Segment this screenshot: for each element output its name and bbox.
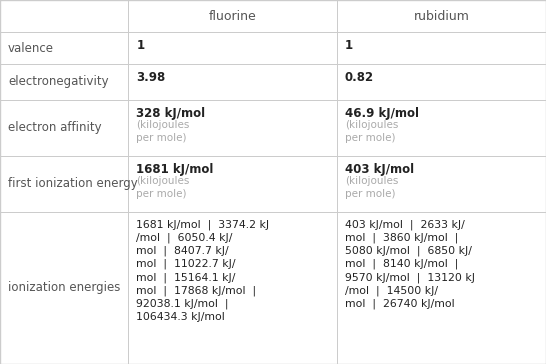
Text: valence: valence	[8, 41, 54, 55]
Text: rubidium: rubidium	[413, 9, 470, 23]
Bar	[0, 156, 128, 212]
Text: 403 kJ/mol: 403 kJ/mol	[345, 163, 414, 176]
Bar	[0, 212, 128, 364]
Bar	[128, 100, 337, 156]
Bar	[337, 100, 546, 156]
Bar	[128, 156, 337, 212]
Bar	[337, 0, 546, 32]
Text: fluorine: fluorine	[209, 9, 257, 23]
Bar	[0, 0, 128, 32]
Bar	[0, 32, 128, 64]
Text: 0.82: 0.82	[345, 71, 374, 84]
Text: 328 kJ/mol: 328 kJ/mol	[136, 107, 205, 120]
Bar	[0, 100, 128, 156]
Text: 1: 1	[345, 39, 353, 52]
Text: 1: 1	[136, 39, 145, 52]
Bar	[337, 32, 546, 64]
Text: (kilojoules
per mole): (kilojoules per mole)	[345, 120, 398, 143]
Bar	[128, 0, 337, 32]
Bar	[337, 156, 546, 212]
Text: electronegativity: electronegativity	[8, 75, 109, 88]
Text: ionization energies: ionization energies	[8, 281, 120, 294]
Bar	[337, 64, 546, 100]
Text: 403 kJ/mol  |  2633 kJ/
mol  |  3860 kJ/mol  |
5080 kJ/mol  |  6850 kJ/
mol  |  : 403 kJ/mol | 2633 kJ/ mol | 3860 kJ/mol …	[345, 219, 475, 309]
Text: first ionization energy: first ionization energy	[8, 178, 138, 190]
Text: electron affinity: electron affinity	[8, 122, 102, 135]
Text: (kilojoules
per mole): (kilojoules per mole)	[345, 176, 398, 199]
Text: 1681 kJ/mol  |  3374.2 kJ
/mol  |  6050.4 kJ/
mol  |  8407.7 kJ/
mol  |  11022.7: 1681 kJ/mol | 3374.2 kJ /mol | 6050.4 kJ…	[136, 219, 269, 322]
Text: (kilojoules
per mole): (kilojoules per mole)	[136, 176, 189, 199]
Text: 3.98: 3.98	[136, 71, 165, 84]
Bar	[128, 212, 337, 364]
Text: 46.9 kJ/mol: 46.9 kJ/mol	[345, 107, 419, 120]
Bar	[0, 64, 128, 100]
Bar	[128, 64, 337, 100]
Text: (kilojoules
per mole): (kilojoules per mole)	[136, 120, 189, 143]
Bar	[337, 212, 546, 364]
Text: 1681 kJ/mol: 1681 kJ/mol	[136, 163, 213, 176]
Bar	[128, 32, 337, 64]
